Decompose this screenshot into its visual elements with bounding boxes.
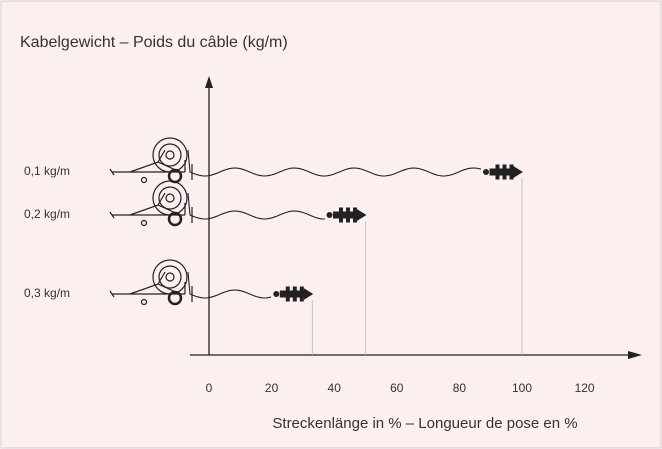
end-rib (293, 287, 296, 301)
end-knot (327, 213, 332, 218)
end-rib (286, 287, 289, 301)
x-axis-label: Streckenlänge in % – Longueur de pose en… (272, 415, 577, 432)
x-tick-label: 40 (328, 381, 342, 395)
x-tick-label: 20 (265, 381, 279, 395)
chart: Kabelgewicht – Poids du câble (kg/m) Str… (0, 0, 662, 449)
end-rib (354, 208, 357, 222)
x-tick-label: 80 (453, 381, 467, 395)
chart-title: Kabelgewicht – Poids du câble (kg/m) (20, 34, 288, 51)
end-knot (484, 170, 489, 175)
end-rib (503, 165, 506, 179)
x-tick-label: 100 (512, 381, 532, 395)
end-rib (510, 165, 513, 179)
row-label: 0,3 kg/m (24, 286, 70, 300)
row-label: 0,1 kg/m (24, 164, 70, 178)
end-knot (274, 292, 279, 297)
end-rib (496, 165, 499, 179)
end-rib (347, 208, 350, 222)
x-tick-label: 60 (390, 381, 404, 395)
x-tick-label: 0 (206, 381, 213, 395)
end-rib (340, 208, 343, 222)
end-rib (300, 287, 303, 301)
x-tick-label: 120 (575, 381, 595, 395)
row-label: 0,2 kg/m (24, 207, 70, 221)
